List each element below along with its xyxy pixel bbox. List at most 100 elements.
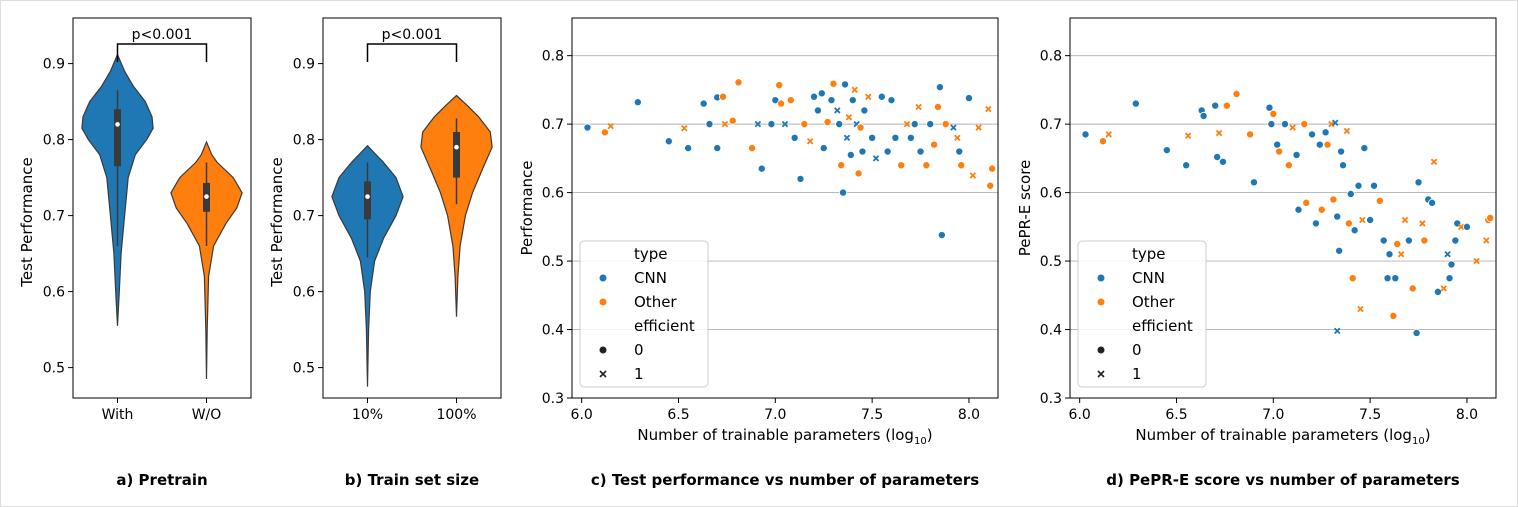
c-point-other [930,140,939,149]
c-point-cnn-efficient [834,107,841,114]
d-point-other-efficient [1184,132,1192,140]
d-point-other [1344,219,1353,228]
c-point-other [777,99,786,108]
d-y-axis-label: PePR-E score [1016,160,1034,257]
d-point-cnn [1346,189,1355,198]
c-point-cnn [937,231,946,240]
a-violin-median [204,194,209,199]
c-point-cnn [858,147,867,156]
d-point-other-efficient [1401,216,1409,224]
c-point-other [933,103,942,112]
a-violin-iqr-box [114,109,121,167]
d-point-cnn [1294,205,1303,214]
d-point-cnn [1360,144,1369,153]
c-ytick-label: 0.3 [542,391,564,407]
c-xtick-label: 6.5 [667,407,689,423]
c-point-cnn [848,96,857,105]
d-point-cnn [1404,236,1413,245]
c-point-cnn-efficient [872,155,880,162]
d-point-other [1302,198,1311,207]
d-point-cnn [1350,226,1359,235]
c-point-cnn-efficient [781,120,789,128]
d-point-other-efficient [1397,250,1405,258]
d-point-cnn [1315,140,1324,149]
c-point-cnn [699,99,708,108]
c-point-cnn [910,120,919,129]
c-point-other [922,161,931,170]
b-ytick-label: 0.5 [293,361,315,377]
d-point-cnn-efficient [1444,250,1451,258]
c-point-other-efficient [681,124,688,132]
d-point-cnn [1370,181,1379,190]
panel-b-train-set-size: Test Performance 0.5 0.6 0.7 0.8 0.9 10% 100%… [268,17,502,489]
d-point-other-efficient [1419,220,1426,227]
c-point-other [854,169,863,178]
d-point-cnn [1162,146,1171,155]
d-point-other [1269,109,1278,118]
b-ytick-label: 0.9 [293,57,315,73]
c-plot-frame [571,17,999,399]
d-point-cnn [1211,101,1220,110]
c-point-cnn-efficient [950,124,957,131]
c-ytick-label: 0.4 [542,323,564,339]
c-legend-box [579,240,709,388]
c-point-other-efficient [865,93,872,100]
c-point-cnn [955,147,964,156]
d-point-cnn [1267,120,1276,129]
b-xtick-label: 10% [352,407,383,423]
c-ytick-label: 0.6 [542,186,564,202]
d-x-axis-label-sub: 10 [1412,436,1425,447]
d-point-cnn [1445,274,1454,283]
c-point-cnn [964,94,973,103]
d-point-cnn [1321,128,1330,137]
c-point-other-efficient [903,120,911,128]
d-point-other-efficient [1343,127,1351,135]
d-ytick-label: 0.6 [1040,186,1062,202]
c-legend-efficient-1-marker [599,370,607,378]
d-point-cnn [1199,111,1208,120]
c-x-axis-label-sub: 10 [914,436,927,447]
c-y-axis-label: Performance [518,160,536,255]
d-x-axis-label-main: Number of trainable parameters (log [1135,426,1412,444]
c-legend-efficient-1: 1 [634,365,644,383]
d-legend-cnn: CNN [1132,269,1165,287]
d-legend-title-efficient: efficient [1132,317,1193,335]
c-point-other [957,161,966,170]
d-legend-efficient-0: 0 [1132,341,1142,359]
c-legend-cnn: CNN [634,269,667,287]
d-point-other-efficient [1440,285,1447,292]
c-point-cnn [810,92,819,101]
c-point-other-efficient [985,105,992,113]
c-xtick-label: 8.0 [958,407,980,423]
c-point-other-efficient [607,122,614,130]
d-point-cnn [1412,328,1421,337]
d-ytick-label: 0.4 [1040,323,1062,339]
c-point-cnn [684,144,693,153]
panel-d-pepr-scatter: PePR-E score 0.3 0.4 0.5 0.6 0.7 0.8 6.0 6.5 7.… [1016,17,1497,489]
d-point-cnn [1354,181,1363,190]
d-point-other-efficient [1457,223,1465,231]
d-xtick-label: 8.0 [1456,407,1478,423]
a-ytick-label: 0.9 [43,57,65,73]
c-caption: c) Test performance vs number of paramet… [591,471,979,489]
a-ytick-label: 0.5 [43,361,65,377]
d-legend-efficient-0-marker [1097,346,1105,354]
c-point-cnn [877,92,886,101]
d-point-other [1375,196,1384,205]
c-point-other [800,120,809,129]
c-point-cnn [790,133,799,142]
b-violin-first [331,144,404,387]
d-point-other [1486,213,1495,222]
c-point-other [986,181,995,190]
c-point-cnn-efficient [843,134,851,142]
d-legend-cnn-marker [1097,274,1105,282]
c-point-other-efficient [851,86,858,94]
c-point-other [719,92,728,101]
d-point-cnn [1131,99,1140,108]
panel-a-pretrain: Test Performance 0.5 0.6 0.7 0.8 0.9 With W/O… [18,17,252,489]
d-x-axis-label: Number of trainable parameters (log10) [1135,426,1430,447]
c-point-cnn [771,96,780,105]
c-legend-cnn-marker [599,274,607,282]
a-ytick-label: 0.8 [43,133,65,149]
c-x-axis-label-main: Number of trainable parameters (log [637,426,914,444]
